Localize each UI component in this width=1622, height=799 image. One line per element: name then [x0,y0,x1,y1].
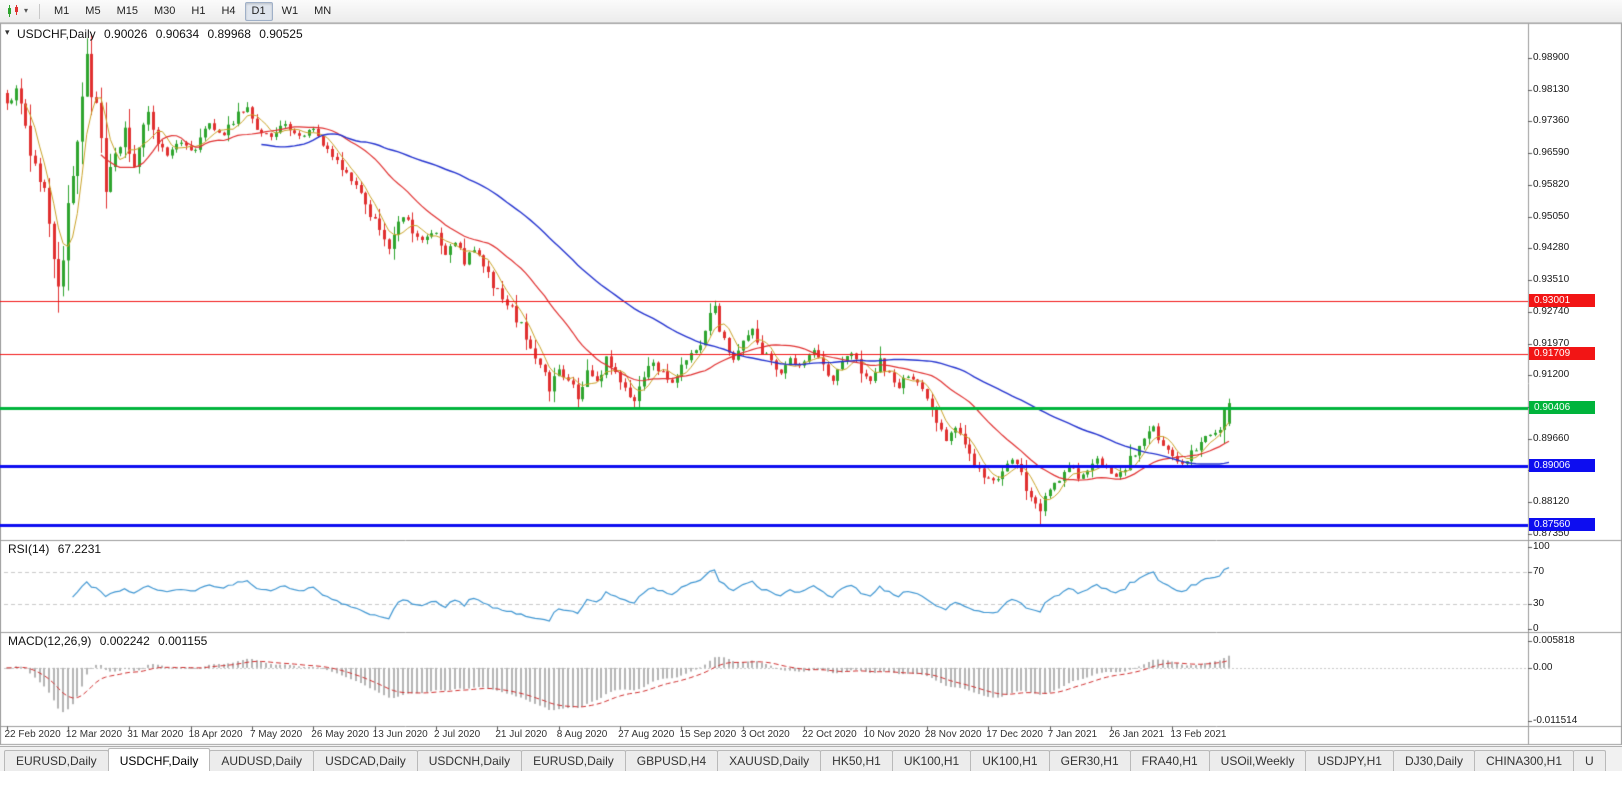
price-level-tag: 0.87560 [1529,518,1595,532]
price-level-tag: 0.89006 [1529,458,1595,472]
timeframe-button-m1[interactable]: M1 [54,4,70,17]
price-level-tag: 0.90406 [1529,401,1595,415]
symbol-tab-9[interactable]: UK100,H1 [891,750,972,771]
symbol-tab-6[interactable]: GBPUSD,H4 [624,750,719,771]
price-axis-label: 0.87350 [1533,527,1570,539]
macd-indicator-label: MACD(12,26,9) 0.002242 0.001155 [8,634,212,648]
timeframe-button-h1[interactable]: H1 [191,4,206,17]
date-axis-label: 26 May 2020 [311,729,370,740]
date-axis-label: 17 Dec 2020 [986,729,1043,740]
chart-open-value: 0.90026 [104,27,148,41]
date-axis-label: 31 Mar 2020 [127,729,184,740]
symbol-tab-1[interactable]: USDCHF,Daily [107,748,211,771]
timeframe-bar: M1 M5 M15 M30 H1 H4 D1 W1 MN [47,1,338,21]
timeframe-button-mn[interactable]: MN [314,4,332,17]
date-axis-label: 22 Feb 2020 [4,729,61,740]
date-axis-label: 13 Feb 2021 [1170,729,1227,740]
price-axis-label: 0.95820 [1533,178,1570,190]
rsi-axis-label: 0 [1533,623,1539,634]
price-axis-label: 0.98900 [1533,52,1570,63]
symbol-tab-14[interactable]: USDJPY,H1 [1305,750,1394,771]
rsi-axis-label: 70 [1533,565,1545,577]
price-axis-label: 0.89660 [1533,432,1570,444]
date-axis-label: 28 Nov 2020 [924,729,982,740]
chevron-down-icon[interactable]: ▾ [24,6,29,15]
price-axis-label: 0.96590 [1533,147,1570,159]
date-axis-label: 3 Oct 2020 [740,729,790,740]
timeframe-button-m30[interactable]: M30 [153,4,176,17]
symbol-tab-4[interactable]: USDCNH,Daily [416,750,523,771]
macd-name: MACD(12,26,9) [8,634,92,648]
date-axis-label: 12 Mar 2020 [65,729,123,740]
top-toolbar: ▾ M1 M5 M15 M30 H1 H4 D1 W1 MN [0,0,1622,23]
candlestick-chart-icon[interactable] [5,3,23,19]
chart-ohlc-header: USDCHF,Daily 0.90026 0.90634 0.89968 0.9… [17,27,308,41]
symbol-tab-7[interactable]: XAUUSD,Daily [717,750,822,771]
date-axis-label: 13 Jun 2020 [372,729,428,740]
macd-axis-label: 0.005818 [1533,635,1575,646]
chart-low-value: 0.89968 [207,27,251,41]
macd-axis-label: -0.011514 [1533,715,1578,726]
macd-axis-label: 0.00 [1533,661,1553,673]
symbol-tab-15[interactable]: DJ30,Daily [1392,750,1475,771]
date-axis-label: 7 May 2020 [249,729,303,740]
price-axis-label: 0.93510 [1533,274,1570,286]
timeframe-button-d1[interactable]: D1 [244,1,273,21]
price-axis-label: 0.88120 [1533,496,1570,508]
macd-signal-value: 0.001155 [158,634,208,648]
rsi-value: 67.2231 [57,542,102,556]
symbol-tab-8[interactable]: HK50,H1 [820,750,893,771]
price-axis-label: 0.92740 [1533,305,1570,317]
macd-main-value: 0.002242 [99,634,150,648]
chart-dropdown-icon[interactable]: ▾ [5,27,10,37]
price-axis-label: 0.97360 [1533,115,1570,127]
price-axis-label: 0.91200 [1533,369,1570,381]
price-axis-label: 0.98130 [1533,83,1570,95]
rsi-axis-label: 100 [1533,541,1550,552]
symbol-tab-13[interactable]: USOil,Weekly [1208,750,1307,771]
date-axis-label: 8 Aug 2020 [556,729,608,740]
rsi-axis-label: 30 [1533,598,1545,610]
chart-close-value: 0.90525 [259,27,303,41]
timeframe-button-m5[interactable]: M5 [85,4,101,17]
price-axis-label: 0.91970 [1533,337,1570,349]
date-axis-label: 10 Nov 2020 [863,729,921,740]
symbol-tab-2[interactable]: AUDUSD,Daily [209,750,315,771]
rsi-name: RSI(14) [8,542,50,556]
symbol-tab-16[interactable]: CHINA300,H1 [1473,750,1575,771]
date-axis-label: 26 Jan 2021 [1108,729,1165,740]
date-axis-label: 21 Jul 2020 [495,729,548,740]
symbol-tab-0[interactable]: EURUSD,Daily [4,750,109,771]
date-axis-label: 2 Jul 2020 [434,729,481,740]
date-axis-label: 7 Jan 2021 [1047,729,1098,740]
symbol-tab-5[interactable]: EURUSD,Daily [521,750,626,771]
chart-high-value: 0.90634 [155,27,200,41]
chart-symbol-label: USDCHF,Daily [17,27,96,41]
toolbar-separator [39,3,41,19]
date-axis-label: 18 Apr 2020 [188,729,243,740]
symbol-tab-12[interactable]: FRA40,H1 [1129,750,1210,771]
timeframe-button-m15[interactable]: M15 [116,4,138,17]
date-axis-label: 15 Sep 2020 [679,729,737,740]
timeframe-button-h4[interactable]: H4 [221,4,236,17]
price-axis-label: 0.95050 [1533,210,1570,222]
timeframe-button-w1[interactable]: W1 [281,4,299,17]
symbol-tab-11[interactable]: GER30,H1 [1048,750,1131,771]
date-axis-label: 22 Oct 2020 [802,729,857,740]
price-level-tag: 0.93001 [1529,294,1595,308]
chart-tab-bar: EURUSD,Daily USDCHF,Daily AUDUSD,Daily USDC… [0,746,1622,771]
date-axis-label: 27 Aug 2020 [618,729,675,740]
symbol-tab-10[interactable]: UK100,H1 [970,750,1050,771]
price-axis-label: 0.94280 [1533,242,1570,254]
rsi-indicator-label: RSI(14) 67.2231 [8,542,106,556]
symbol-tab-17[interactable]: U [1573,750,1606,771]
symbol-tab-3[interactable]: USDCAD,Daily [313,750,418,771]
price-level-tag: 0.91709 [1529,347,1595,361]
